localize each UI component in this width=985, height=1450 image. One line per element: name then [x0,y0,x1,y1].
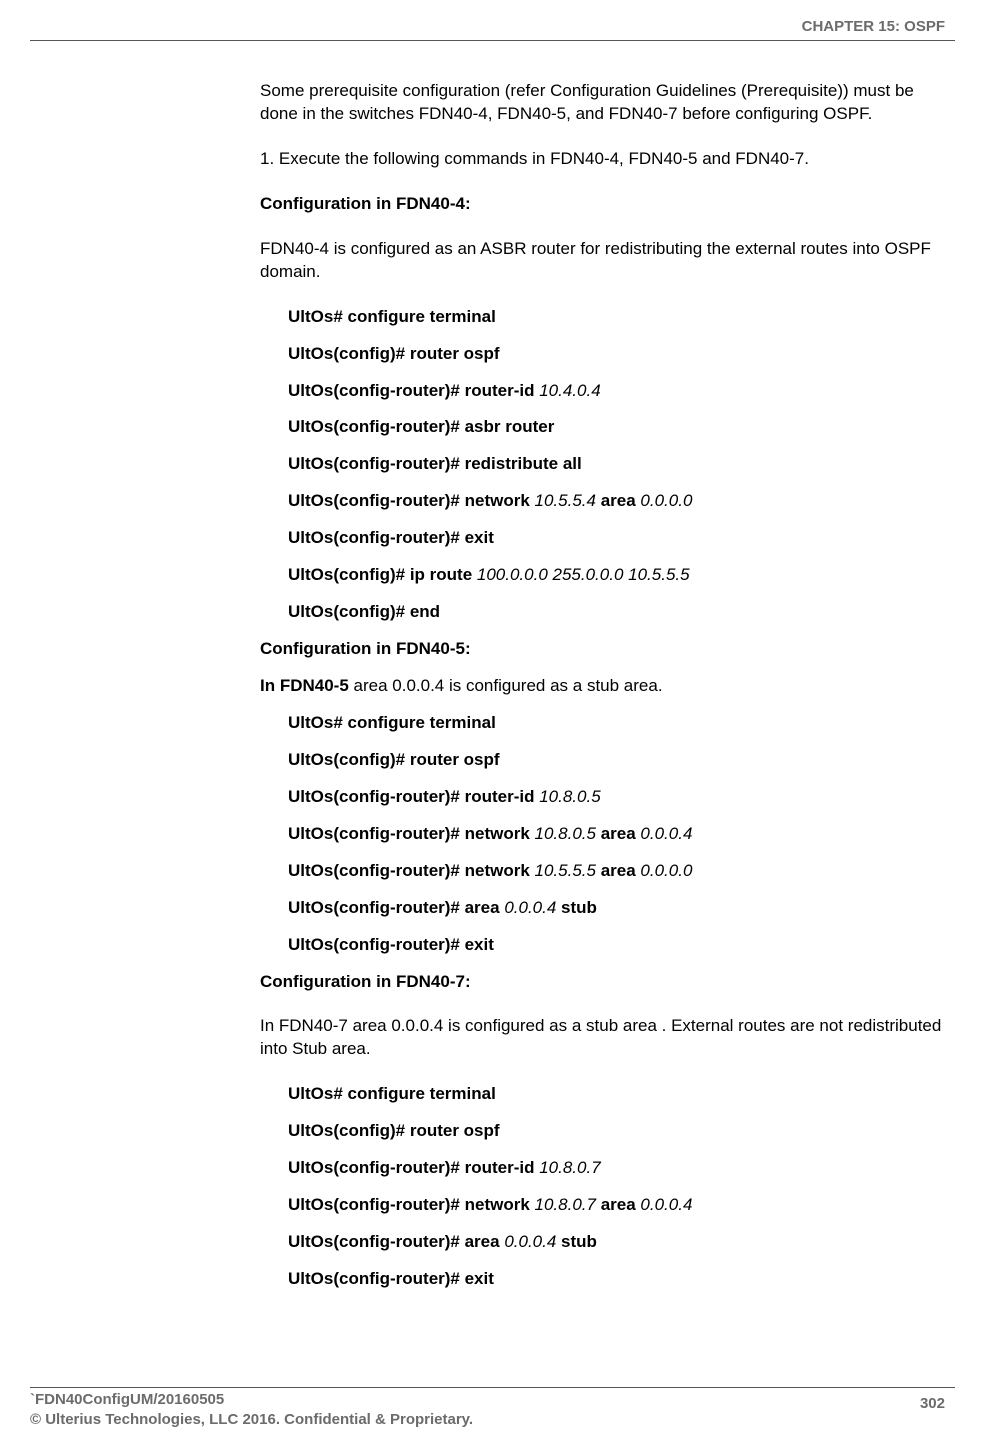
cmd-bold: UltOs(config-router)# router-id [288,787,539,806]
cmd-line: UltOs(config-router)# area 0.0.0.4 stub [288,897,945,920]
cmd-ital2: 0.0.0.0 [640,861,692,880]
cmd-bold: UltOs(config)# router ospf [288,750,500,769]
page-number: 302 [920,1395,945,1412]
cmd-line: UltOs(config-router)# area 0.0.0.4 stub [288,1231,945,1254]
section-desc-fdn40-7: In FDN40-7 area 0.0.0.4 is configured as… [260,1015,945,1061]
cmd-line: UltOs(config-router)# router-id 10.8.0.7 [288,1157,945,1180]
cmd-bold: UltOs(config-router)# network [288,1195,535,1214]
cmd-ital: 100.0.0.0 255.0.0.0 10.5.5.5 [477,565,690,584]
cmd-ital: 10.8.0.5 [539,787,600,806]
cmd-bold: UltOs(config)# end [288,602,440,621]
cmd-ital: 10.4.0.4 [539,381,600,400]
cmd-line: UltOs# configure terminal [288,712,945,735]
cmd-bold: UltOs(config)# router ospf [288,1121,500,1140]
section-desc-fdn40-5: In FDN40-5 area 0.0.0.4 is configured as… [260,675,945,698]
cmd-bold: UltOs# configure terminal [288,713,496,732]
desc-bold: FDN40-4 [260,239,329,258]
page-content: Some prerequisite configuration (refer C… [260,80,945,1305]
cmd-bold2: stub [556,1232,597,1251]
cmd-ital: 10.8.0.7 [535,1195,596,1214]
cmd-line: UltOs(config)# router ospf [288,343,945,366]
desc-rest: area 0.0.0.4 is configured as a stub are… [349,676,663,695]
cmd-line: UltOs(config-router)# router-id 10.4.0.4 [288,380,945,403]
cmd-bold2: area [596,824,640,843]
cmd-bold: UltOs(config)# ip route [288,565,477,584]
cmd-bold: UltOs(config-router)# asbr router [288,417,554,436]
section-heading-fdn40-7: Configuration in FDN40-7: [260,971,945,994]
cmd-block-fdn40-7: UltOs# configure terminal UltOs(config)#… [288,1083,945,1291]
cmd-line: UltOs(config)# router ospf [288,1120,945,1143]
cmd-bold: UltOs(config-router)# router-id [288,381,539,400]
cmd-bold2: area [596,861,640,880]
desc-rest: is configured as an ASBR router for redi… [260,239,931,281]
cmd-line: UltOs(config-router)# exit [288,527,945,550]
chapter-header: CHAPTER 15: OSPF [802,18,945,35]
cmd-line: UltOs(config)# ip route 100.0.0.0 255.0.… [288,564,945,587]
cmd-line: UltOs(config-router)# redistribute all [288,453,945,476]
cmd-ital: 0.0.0.4 [504,1232,556,1251]
cmd-line: UltOs(config)# end [288,601,945,624]
cmd-bold2: area [596,1195,640,1214]
cmd-bold: UltOs(config-router)# exit [288,1269,494,1288]
footer-left: `FDN40ConfigUM/20160505 © Ulterius Techn… [30,1390,473,1431]
footer-rule [30,1387,955,1388]
cmd-ital2: 0.0.0.0 [640,491,692,510]
cmd-line: UltOs(config-router)# network 10.5.5.4 a… [288,490,945,513]
cmd-ital2: 0.0.0.4 [640,824,692,843]
cmd-bold: UltOs# configure terminal [288,307,496,326]
intro-paragraph: Some prerequisite configuration (refer C… [260,80,945,126]
desc-bold: In FDN40-7 [260,1016,348,1035]
desc-rest: area 0.0.0.4 is configured as a stub are… [260,1016,941,1058]
footer-copyright: © Ulterius Technologies, LLC 2016. Confi… [30,1410,473,1430]
section-desc-fdn40-4: FDN40-4 is configured as an ASBR router … [260,238,945,284]
cmd-line: UltOs(config-router)# exit [288,1268,945,1291]
cmd-line: UltOs(config-router)# asbr router [288,416,945,439]
cmd-line: UltOs# configure terminal [288,306,945,329]
cmd-bold2: stub [556,898,597,917]
cmd-bold: UltOs# configure terminal [288,1084,496,1103]
cmd-line: UltOs(config-router)# network 10.8.0.7 a… [288,1194,945,1217]
cmd-bold: UltOs(config-router)# exit [288,935,494,954]
cmd-line: UltOs(config-router)# router-id 10.8.0.5 [288,786,945,809]
cmd-ital: 0.0.0.4 [504,898,556,917]
section-heading-fdn40-4: Configuration in FDN40-4: [260,193,945,216]
cmd-ital: 10.8.0.5 [535,824,596,843]
cmd-bold: UltOs(config-router)# network [288,861,535,880]
cmd-bold: UltOs(config)# router ospf [288,344,500,363]
section-heading-fdn40-5: Configuration in FDN40-5: [260,638,945,661]
cmd-line: UltOs(config)# router ospf [288,749,945,772]
header-rule [30,40,955,41]
step-1: 1. Execute the following commands in FDN… [260,148,945,171]
cmd-ital: 10.8.0.7 [539,1158,600,1177]
cmd-bold: UltOs(config-router)# network [288,824,535,843]
cmd-bold: UltOs(config-router)# redistribute all [288,454,582,473]
cmd-line: UltOs(config-router)# network 10.5.5.5 a… [288,860,945,883]
cmd-line: UltOs# configure terminal [288,1083,945,1106]
cmd-bold: UltOs(config-router)# area [288,1232,504,1251]
cmd-bold: UltOs(config-router)# network [288,491,535,510]
cmd-block-fdn40-4: UltOs# configure terminal UltOs(config)#… [288,306,945,957]
cmd-line: UltOs(config-router)# network 10.8.0.5 a… [288,823,945,846]
cmd-bold: UltOs(config-router)# area [288,898,504,917]
cmd-ital: 10.5.5.4 [535,491,596,510]
footer-doc-id: `FDN40ConfigUM/20160505 [30,1390,473,1410]
cmd-line: UltOs(config-router)# exit [288,934,945,957]
cmd-bold: UltOs(config-router)# router-id [288,1158,539,1177]
cmd-bold: UltOs(config-router)# exit [288,528,494,547]
cmd-ital2: 0.0.0.4 [640,1195,692,1214]
cmd-ital: 10.5.5.5 [535,861,596,880]
desc-bold: In FDN40-5 [260,676,349,695]
cmd-bold2: area [596,491,640,510]
